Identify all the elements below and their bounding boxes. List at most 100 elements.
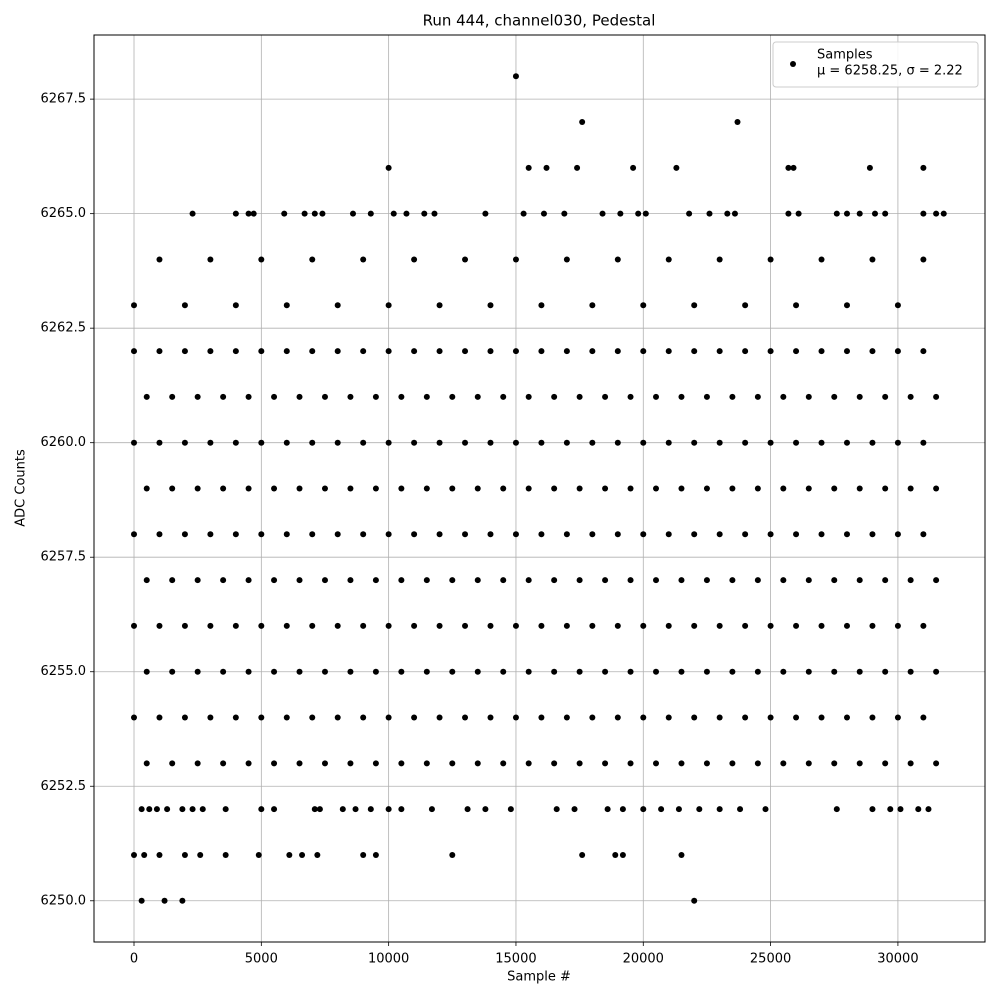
point (525, 485, 532, 492)
point (920, 622, 927, 629)
point (563, 714, 570, 721)
point (462, 348, 469, 355)
point (138, 897, 145, 904)
point (296, 668, 303, 675)
legend-stats: μ = 6258.25, σ = 2.22 (817, 64, 963, 79)
point (658, 806, 665, 813)
point (179, 806, 186, 813)
point (869, 439, 876, 446)
x-tick-label: 30000 (877, 952, 918, 967)
point (271, 668, 278, 675)
point (436, 348, 443, 355)
point (576, 393, 583, 400)
point (131, 714, 138, 721)
point (833, 806, 840, 813)
point (696, 806, 703, 813)
point (512, 622, 519, 629)
point (500, 485, 507, 492)
point (920, 256, 927, 263)
point (245, 668, 252, 675)
point (436, 622, 443, 629)
point (640, 348, 647, 355)
point (843, 210, 850, 217)
point (194, 485, 201, 492)
point (882, 760, 889, 767)
point (462, 622, 469, 629)
point (156, 851, 163, 858)
point (321, 760, 328, 767)
point (576, 485, 583, 492)
point (189, 806, 196, 813)
point (691, 439, 698, 446)
point (462, 714, 469, 721)
point (411, 439, 418, 446)
point (372, 668, 379, 675)
point (716, 806, 723, 813)
point (678, 760, 685, 767)
point (131, 622, 138, 629)
point (543, 164, 550, 171)
point (785, 164, 792, 171)
point (805, 577, 812, 584)
point (920, 348, 927, 355)
point (630, 164, 637, 171)
point (207, 256, 214, 263)
point (882, 393, 889, 400)
point (882, 577, 889, 584)
point (181, 714, 188, 721)
point (915, 806, 922, 813)
point (678, 668, 685, 675)
point (512, 73, 519, 80)
point (831, 577, 838, 584)
point (754, 393, 761, 400)
point (805, 393, 812, 400)
legend: Samples μ = 6258.25, σ = 2.22 (772, 41, 979, 88)
point (347, 760, 354, 767)
point (462, 439, 469, 446)
point (482, 806, 489, 813)
point (156, 256, 163, 263)
point (334, 531, 341, 538)
point (882, 668, 889, 675)
point (525, 577, 532, 584)
point (156, 714, 163, 721)
point (729, 577, 736, 584)
x-tick-label: 20000 (623, 952, 664, 967)
point (907, 485, 914, 492)
point (385, 348, 392, 355)
point (311, 806, 318, 813)
point (428, 806, 435, 813)
point (153, 806, 160, 813)
point (869, 531, 876, 538)
point (563, 256, 570, 263)
point (627, 393, 634, 400)
point (793, 531, 800, 538)
point (258, 348, 265, 355)
point (334, 714, 341, 721)
point (431, 210, 438, 217)
point (271, 760, 278, 767)
point (933, 210, 940, 217)
point (933, 485, 940, 492)
point (474, 668, 481, 675)
point (309, 714, 316, 721)
point (754, 668, 761, 675)
point (156, 348, 163, 355)
point (296, 760, 303, 767)
point (398, 485, 405, 492)
point (561, 210, 568, 217)
point (843, 439, 850, 446)
point (856, 485, 863, 492)
point (169, 393, 176, 400)
point (894, 302, 901, 309)
point (563, 439, 570, 446)
point (309, 256, 316, 263)
point (691, 622, 698, 629)
point (678, 851, 685, 858)
point (767, 622, 774, 629)
y-tick-label: 6260.0 (41, 435, 87, 450)
point (245, 485, 252, 492)
point (232, 348, 239, 355)
point (563, 622, 570, 629)
point (143, 668, 150, 675)
